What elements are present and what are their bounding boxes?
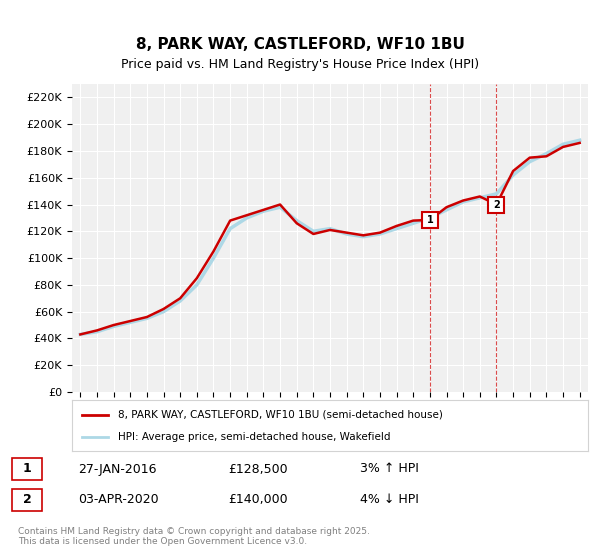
Text: 8, PARK WAY, CASTLEFORD, WF10 1BU: 8, PARK WAY, CASTLEFORD, WF10 1BU <box>136 38 464 52</box>
Text: £140,000: £140,000 <box>228 493 287 506</box>
Text: 27-JAN-2016: 27-JAN-2016 <box>78 463 157 475</box>
Text: 1: 1 <box>23 463 31 475</box>
Text: 03-APR-2020: 03-APR-2020 <box>78 493 158 506</box>
Text: £128,500: £128,500 <box>228 463 287 475</box>
Text: 3% ↑ HPI: 3% ↑ HPI <box>360 463 419 475</box>
FancyBboxPatch shape <box>12 458 42 480</box>
Text: 2: 2 <box>23 493 31 506</box>
FancyBboxPatch shape <box>12 489 42 511</box>
Text: 1: 1 <box>427 215 433 225</box>
Text: Price paid vs. HM Land Registry's House Price Index (HPI): Price paid vs. HM Land Registry's House … <box>121 58 479 71</box>
Text: 2: 2 <box>493 199 500 209</box>
Text: Contains HM Land Registry data © Crown copyright and database right 2025.
This d: Contains HM Land Registry data © Crown c… <box>18 526 370 546</box>
Text: 4% ↓ HPI: 4% ↓ HPI <box>360 493 419 506</box>
Text: 8, PARK WAY, CASTLEFORD, WF10 1BU (semi-detached house): 8, PARK WAY, CASTLEFORD, WF10 1BU (semi-… <box>118 409 443 419</box>
Text: HPI: Average price, semi-detached house, Wakefield: HPI: Average price, semi-detached house,… <box>118 432 391 442</box>
